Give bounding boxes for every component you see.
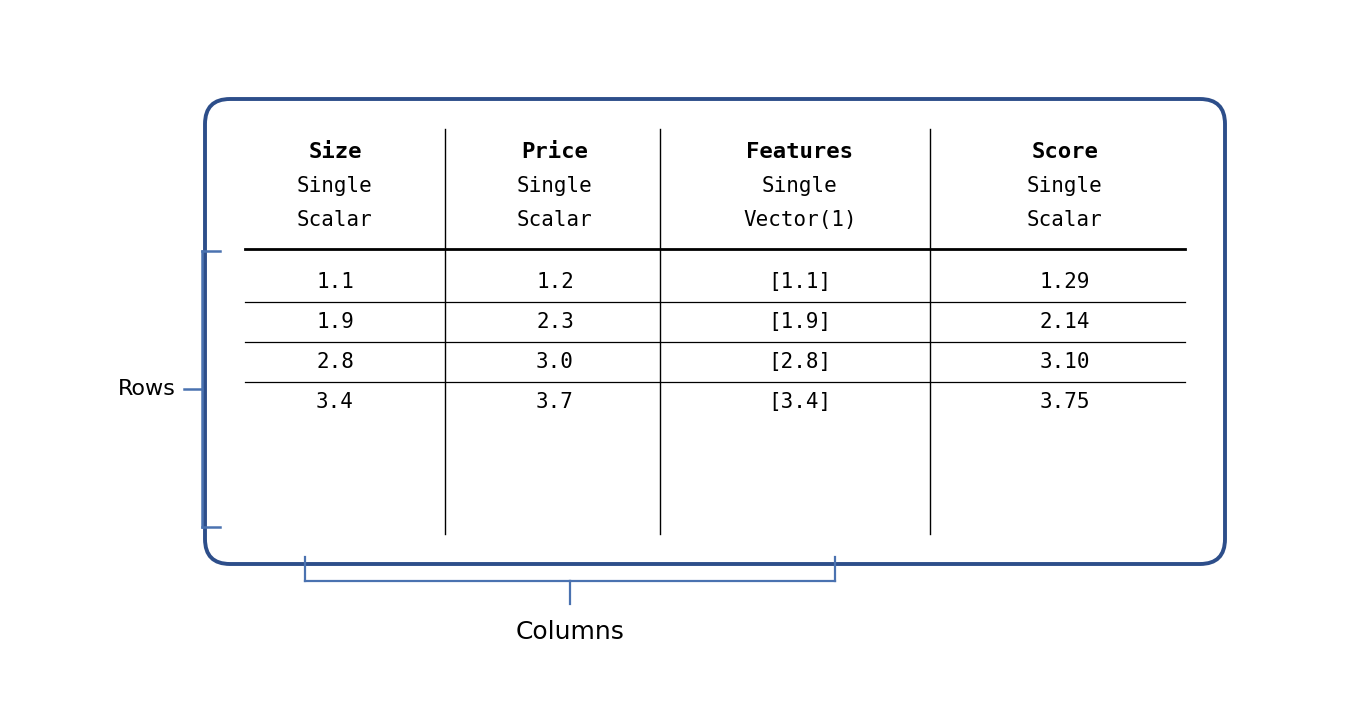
Text: [1.1]: [1.1]	[769, 272, 831, 292]
Text: [3.4]: [3.4]	[769, 392, 831, 412]
Text: [1.9]: [1.9]	[769, 312, 831, 332]
Text: 2.3: 2.3	[536, 312, 574, 332]
Text: 3.7: 3.7	[536, 392, 574, 412]
Text: 3.4: 3.4	[315, 392, 353, 412]
Text: 3.10: 3.10	[1040, 352, 1090, 372]
Text: 3.0: 3.0	[536, 352, 574, 372]
Text: 1.2: 1.2	[536, 272, 574, 292]
Text: Rows: Rows	[118, 379, 176, 399]
Text: 3.75: 3.75	[1040, 392, 1090, 412]
Text: Single: Single	[762, 176, 838, 196]
Text: 1.1: 1.1	[315, 272, 353, 292]
Text: Scalar: Scalar	[1028, 210, 1104, 230]
Text: 1.9: 1.9	[315, 312, 353, 332]
Text: 2.8: 2.8	[315, 352, 353, 372]
Text: Vector(1): Vector(1)	[743, 210, 857, 230]
Text: Single: Single	[1028, 176, 1104, 196]
Text: Single: Single	[517, 176, 593, 196]
Text: Columns: Columns	[516, 620, 624, 644]
FancyBboxPatch shape	[204, 99, 1225, 564]
Text: Price: Price	[521, 142, 589, 162]
Text: 2.14: 2.14	[1040, 312, 1090, 332]
Text: Single: Single	[297, 176, 372, 196]
Text: 1.29: 1.29	[1040, 272, 1090, 292]
Text: Scalar: Scalar	[297, 210, 372, 230]
Text: Features: Features	[746, 142, 853, 162]
Text: Size: Size	[309, 142, 362, 162]
Text: [2.8]: [2.8]	[769, 352, 831, 372]
Text: Scalar: Scalar	[517, 210, 593, 230]
Text: Score: Score	[1032, 142, 1098, 162]
